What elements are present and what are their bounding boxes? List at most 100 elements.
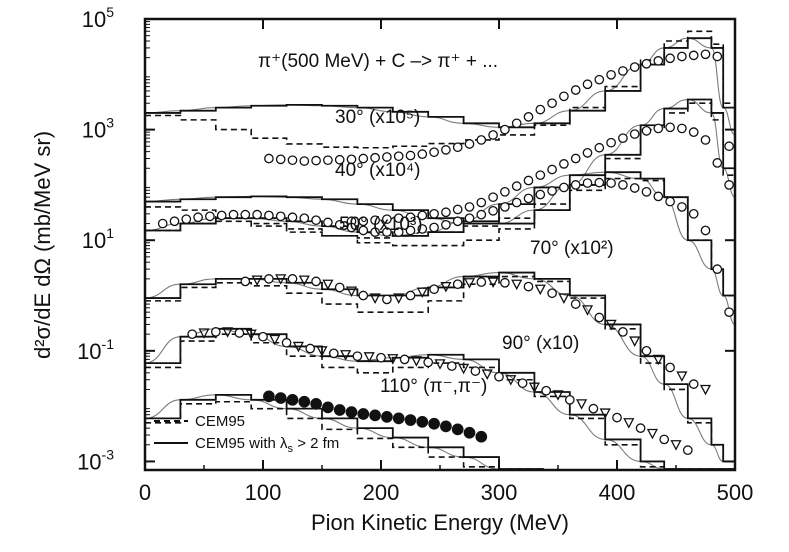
data-point-50 [488,205,498,216]
data-point-90 [387,354,399,365]
x-tick-label: 300 [481,480,518,505]
y-tick-label: 103 [82,115,114,143]
data-point-40 [724,180,734,190]
x-tick-label: 200 [363,480,400,505]
data-point-70 [641,345,652,356]
data-point-30 [393,151,404,162]
data-point-30 [653,56,664,66]
data-point-30 [264,153,274,164]
data-point-50 [169,216,180,227]
data-point-50 [570,180,581,190]
data-point-110 [428,417,440,430]
data-point-50 [618,180,628,190]
data-point-90 [198,328,210,339]
cem95-lambda-curve-70 [145,271,735,463]
y-tick-label: 10-1 [77,336,114,364]
data-point-70 [405,290,416,301]
data-point-30 [559,91,569,102]
data-point-40 [393,213,404,224]
data-point-110 [369,409,381,422]
cem95-lambda-smooth-40 [144,98,736,225]
data-point-70 [511,279,523,291]
x-axis-title: Pion Kinetic Energy (MeV) [311,510,569,535]
data-point-110 [274,392,287,404]
data-point-50 [452,216,463,227]
data-point-70 [652,354,664,366]
data-point-50 [216,210,227,221]
data-point-30 [358,153,369,164]
data-point-40 [570,153,581,164]
data-point-50 [417,224,428,234]
data-point-90 [481,369,493,380]
data-point-70 [298,275,310,286]
data-point-30 [429,147,439,158]
data-point-50 [370,227,380,237]
data-point-40 [641,125,652,136]
data-point-70 [311,276,321,287]
data-point-50 [653,191,664,202]
data-point-90 [612,412,622,423]
data-point-70 [699,384,712,396]
data-point-50 [464,213,475,224]
data-point-30 [500,124,510,135]
data-point-30 [535,104,546,115]
data-point-30 [323,155,333,166]
data-point-70 [322,279,334,291]
data-point-30 [511,118,522,129]
data-point-30 [665,53,675,64]
data-point-30 [677,51,687,62]
data-point-30 [417,149,428,159]
data-point-110 [451,423,464,436]
data-point-50 [582,178,593,188]
data-point-70 [618,327,628,337]
data-point-50 [228,209,239,220]
cem95-lambda-smooth-70 [144,272,735,462]
cem95-curve-50 [145,177,736,325]
data-point-30 [476,135,487,145]
data-point-30 [594,74,605,85]
data-point-40 [429,208,439,219]
markers-layer [157,49,734,455]
data-point-50 [677,202,687,212]
x-tick-label: 500 [717,480,754,505]
data-point-30 [299,156,310,166]
data-point-110 [345,406,358,418]
data-point-50 [476,209,487,220]
angle-label-50: 50° (x10³) [339,214,423,235]
data-point-70 [334,282,345,293]
data-point-50 [240,209,251,220]
data-point-40 [476,197,487,208]
data-point-90 [363,352,375,363]
data-point-90 [423,357,434,368]
data-point-90 [470,366,481,376]
data-point-50 [724,307,734,318]
svg-text:30° (x10⁵): 30° (x10⁵) [335,107,420,128]
data-point-40 [488,192,498,203]
data-point-70 [264,274,274,284]
data-point-70 [463,278,476,289]
svg-text:50° (x10³): 50° (x10³) [339,214,423,235]
data-point-50 [559,182,569,193]
data-point-30 [712,51,723,62]
cem95-lambda-curve-110 [145,393,544,470]
data-point-90 [210,327,221,337]
data-point-50 [405,225,416,236]
x-tick-label: 100 [245,480,282,505]
data-point-50 [299,213,310,224]
data-point-50 [700,225,711,236]
data-point-70 [358,290,369,301]
data-point-50 [712,264,723,274]
data-point-90 [588,403,599,414]
angle-label-70: 70° (x10²) [530,238,614,259]
data-point-70 [382,294,392,305]
data-point-40 [629,129,640,139]
data-point-70 [523,281,534,292]
data-point-40 [582,147,593,158]
data-point-50 [264,210,274,221]
data-point-50 [665,196,675,207]
data-point-50 [606,178,616,188]
data-point-50 [181,214,192,225]
data-point-70 [534,284,546,296]
data-point-50 [629,183,640,193]
data-point-30 [275,154,286,165]
